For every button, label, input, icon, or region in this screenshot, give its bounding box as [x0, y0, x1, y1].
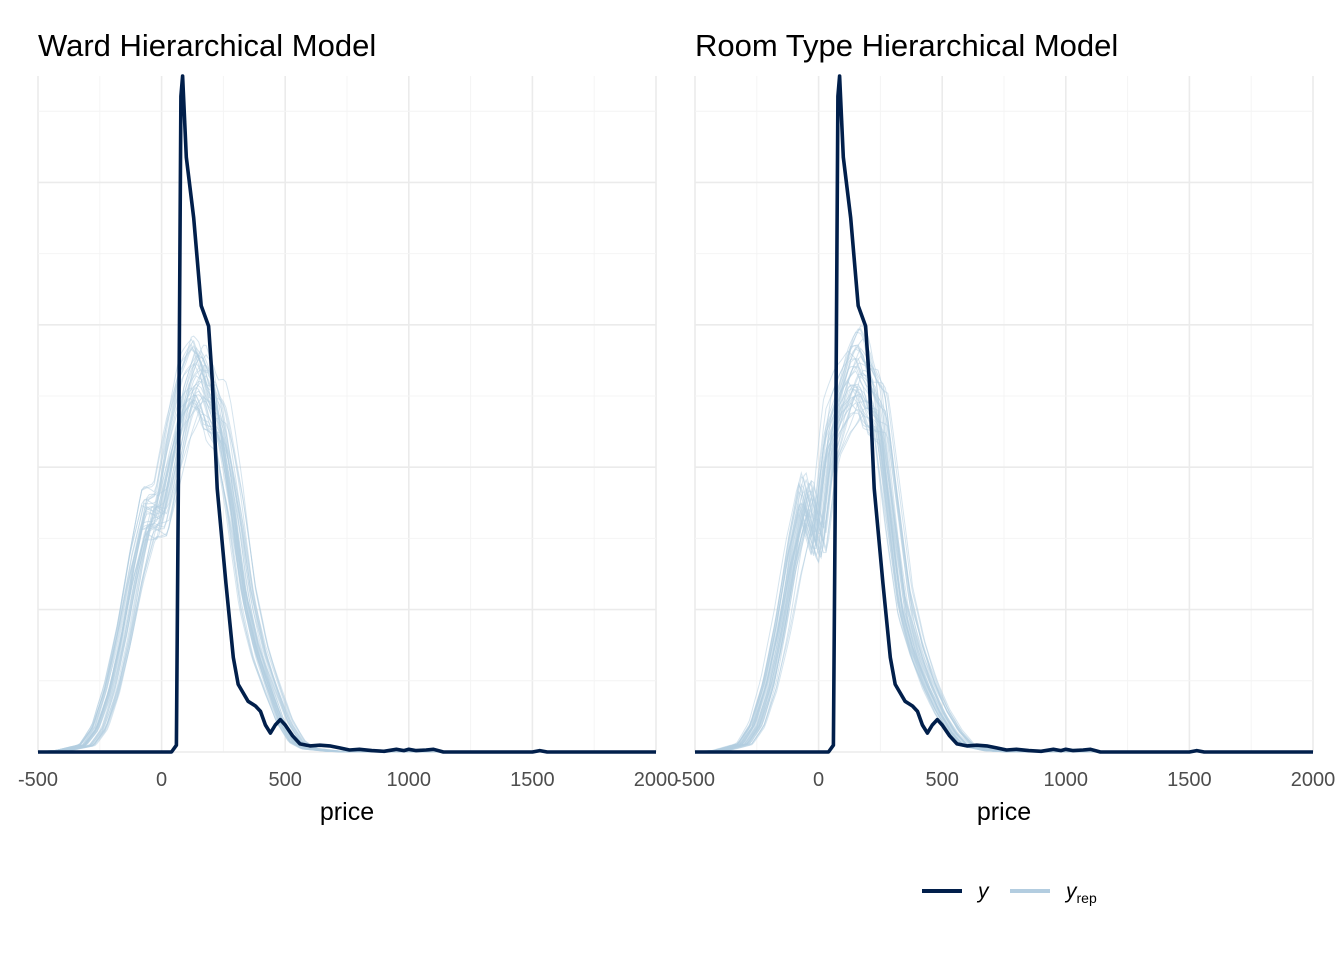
legend-label-yrep-sub: rep	[1077, 890, 1097, 906]
legend-label-yrep: yrep	[1064, 880, 1097, 906]
x-tick-labels: -500 0 500 1000 1500 2000	[675, 769, 1335, 791]
x-tick-label: 2000	[1291, 769, 1336, 791]
x-tick-labels: -500 0 500 1000 1500 2000	[18, 769, 678, 791]
legend: y yrep	[922, 880, 1097, 906]
x-tick-label: 0	[156, 769, 167, 791]
grid	[37, 76, 657, 753]
x-tick-label: -500	[18, 769, 58, 791]
y-line	[695, 74, 1313, 754]
x-tick-label: 500	[926, 769, 959, 791]
x-axis-label: price	[977, 798, 1031, 826]
legend-label-y: y	[976, 880, 990, 903]
x-tick-label: 1500	[1167, 769, 1212, 791]
panel-title: Ward Hierarchical Model	[38, 28, 376, 63]
grid	[694, 76, 1314, 753]
x-tick-label: 1000	[387, 769, 432, 791]
legend-label-yrep-base: y	[1064, 880, 1078, 903]
x-tick-label: 1500	[510, 769, 555, 791]
observed-y-line	[38, 74, 656, 754]
x-tick-label: 2000	[634, 769, 679, 791]
x-tick-label: 500	[269, 769, 302, 791]
x-axis-label: price	[320, 798, 374, 826]
x-tick-label: -500	[675, 769, 715, 791]
room-type-model-panel: -500 0 500 1000 1500 2000 Room Type Hierarchi…	[675, 28, 1335, 826]
x-tick-label: 0	[813, 769, 824, 791]
ward-model-panel: -500 0 500 1000 1500 2000 Ward Hierarchical M…	[18, 28, 678, 826]
panel-title: Room Type Hierarchical Model	[695, 28, 1118, 63]
y-line	[38, 74, 656, 754]
observed-y-line	[695, 74, 1313, 754]
x-tick-label: 1000	[1044, 769, 1089, 791]
